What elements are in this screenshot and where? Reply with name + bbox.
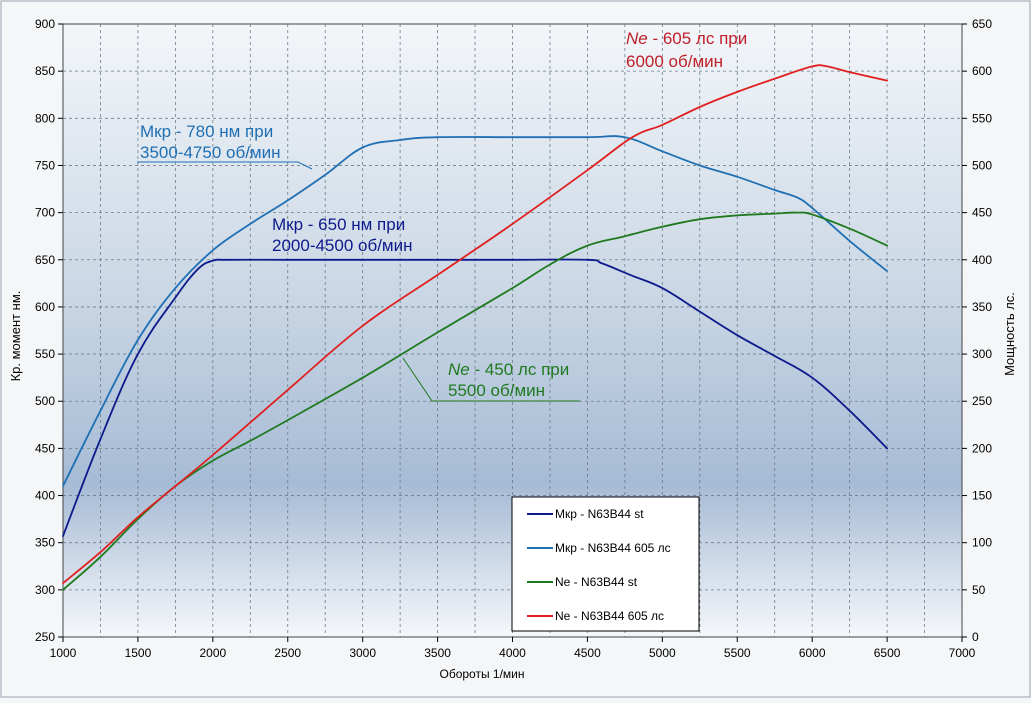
x-tick-label: 5500 — [724, 646, 751, 660]
y-tick-label-right: 250 — [972, 394, 992, 408]
y-tick-label-left: 300 — [35, 583, 55, 597]
y-tick-label-right: 100 — [972, 536, 992, 550]
y-tick-label-right: 350 — [972, 300, 992, 314]
x-tick-label: 2500 — [274, 646, 301, 660]
x-tick-label: 1000 — [50, 646, 77, 660]
series-mkr-605 — [62, 135, 888, 487]
legend: Мкр - N63B44 st Мкр - N63B44 605 лс Ne -… — [511, 496, 700, 632]
y-tick-label-right: 150 — [972, 489, 992, 503]
x-tick-label: 6000 — [799, 646, 826, 660]
y-tick-label-right: 500 — [972, 158, 992, 172]
ann-mkr-605-line1: Мкр - 780 нм при — [140, 122, 273, 141]
y-tick-label-right: 50 — [972, 583, 986, 597]
ann-ne-st-line2: 5500 об/мин — [448, 381, 545, 400]
legend-label: Мкр - N63B44 st — [555, 507, 644, 521]
x-tick-label: 2000 — [199, 646, 226, 660]
leader-mkr-st — [402, 357, 580, 402]
y-tick-label-left: 550 — [35, 347, 55, 361]
ann-mkr-st-line2: 2000-4500 об/мин — [272, 236, 413, 255]
axis-ticks: 1000 1500 2000 2500 3000 3500 4000 4500 5000 5500… — [35, 17, 992, 660]
y-tick-label-left: 350 — [35, 536, 55, 550]
y-tick-label-left: 900 — [35, 17, 55, 31]
annotations: Мкр - 780 нм при 3500-4750 об/мин Мкр - … — [140, 29, 747, 400]
legend-item: Ne - N63B44 st — [527, 575, 638, 589]
ann-ne-st-line1-rest: - 450 лс при — [470, 360, 570, 379]
series-ne-st — [62, 211, 888, 591]
ann-ne-605-line1: Ne - 605 лс при — [626, 29, 747, 48]
legend-item: Ne - N63B44 605 лс — [527, 609, 664, 623]
y-tick-label-right: 300 — [972, 347, 992, 361]
ann-mkr-st-line1: Мкр - 650 нм при — [272, 215, 405, 234]
y-tick-label-left: 800 — [35, 111, 55, 125]
y-tick-label-right: 200 — [972, 441, 992, 455]
y-tick-label-left: 400 — [35, 489, 55, 503]
legend-item: Мкр - N63B44 st — [527, 507, 644, 521]
x-tick-label: 4500 — [574, 646, 601, 660]
series-ne-605 — [62, 64, 888, 585]
y-tick-label-right: 400 — [972, 253, 992, 267]
x-tick-label: 6500 — [874, 646, 901, 660]
series-lines — [62, 64, 888, 591]
x-tick-label: 5000 — [649, 646, 676, 660]
y-tick-label-left: 500 — [35, 394, 55, 408]
y-tick-label-right: 650 — [972, 17, 992, 31]
legend-label: Мкр - N63B44 605 лс — [555, 541, 671, 555]
y-tick-label-left: 850 — [35, 64, 55, 78]
ann-ne-st-prefix: Ne — [448, 360, 470, 379]
x-tick-label: 7000 — [949, 646, 976, 660]
y-axis-label-right: Мощность лс. — [1002, 292, 1017, 376]
y-tick-label-left: 600 — [35, 300, 55, 314]
y-tick-label-left: 450 — [35, 441, 55, 455]
x-tick-label: 3000 — [349, 646, 376, 660]
legend-label: Ne - N63B44 st — [555, 575, 638, 589]
y-tick-label-right: 450 — [972, 206, 992, 220]
x-tick-label: 1500 — [125, 646, 152, 660]
ann-ne-st-line1: Ne - 450 лс при — [448, 360, 569, 379]
y-tick-label-right: 550 — [972, 111, 992, 125]
x-tick-label: 3500 — [424, 646, 451, 660]
y-tick-label-left: 250 — [35, 630, 55, 644]
y-tick-label-left: 750 — [35, 158, 55, 172]
legend-box — [511, 496, 700, 632]
ann-ne-605-line1-rest: - 605 лс при — [648, 29, 748, 48]
ann-ne-605-prefix: Ne — [626, 29, 648, 48]
x-axis-label: Обороты 1/мин — [439, 667, 524, 681]
y-axis-label-left: Кр. момент нм. — [8, 291, 23, 382]
y-tick-label-right: 600 — [972, 64, 992, 78]
series-mkr-st — [62, 258, 888, 537]
x-tick-label: 4000 — [499, 646, 526, 660]
y-tick-label-left: 650 — [35, 253, 55, 267]
legend-label: Ne - N63B44 605 лс — [555, 609, 664, 623]
y-tick-label-right: 0 — [972, 630, 979, 644]
ann-mkr-605-line2: 3500-4750 об/мин — [140, 143, 281, 162]
annotation-leaders — [137, 161, 580, 402]
legend-item: Мкр - N63B44 605 лс — [527, 541, 671, 555]
ann-ne-605-line2: 6000 об/мин — [626, 52, 723, 71]
leader-mkr-605 — [137, 161, 313, 170]
y-tick-label-left: 700 — [35, 206, 55, 220]
